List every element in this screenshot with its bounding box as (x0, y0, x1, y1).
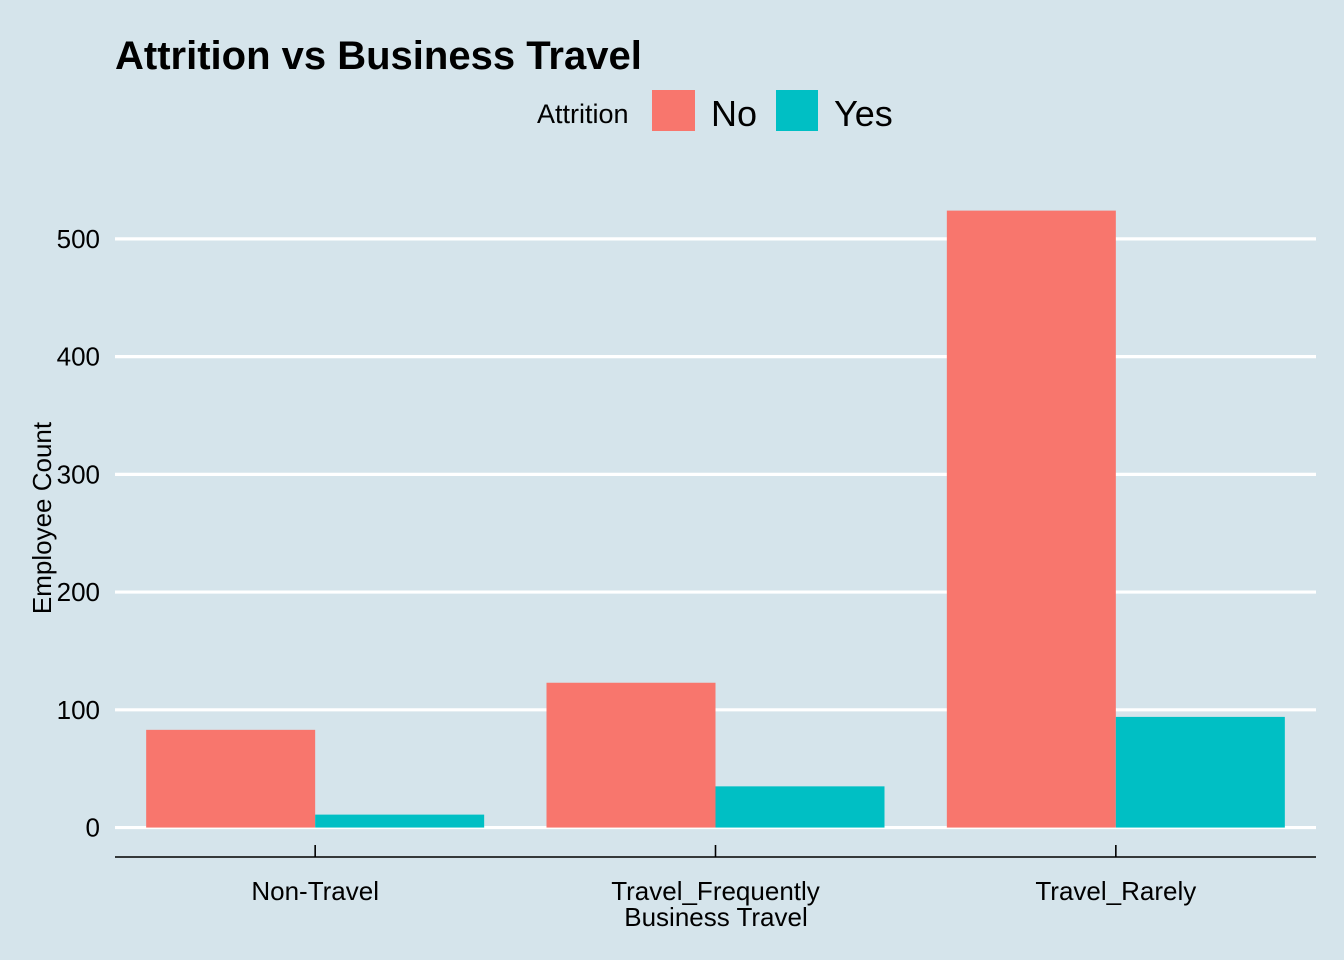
y-tick-label-300: 300 (57, 459, 100, 489)
bar-Non-Travel-No (146, 729, 316, 828)
y-tick-label-100: 100 (57, 695, 100, 725)
bar-Non-Travel-Yes (315, 814, 485, 828)
bar-Travel_Rarely-Yes (1115, 716, 1285, 828)
legend-label-no: No (711, 93, 757, 134)
legend-swatch-no (652, 90, 695, 131)
y-tick-label-400: 400 (57, 342, 100, 372)
gridlines (115, 237, 1316, 830)
bar-Travel_Frequently-No (546, 682, 716, 828)
y-axis-ticks: 0 100 200 300 400 500 (57, 224, 100, 843)
y-tick-label-500: 500 (57, 224, 100, 254)
x-axis-title: Business Travel (624, 902, 808, 932)
y-axis-title: Employee Count (27, 421, 57, 614)
x-tick-label-Non-Travel: Non-Travel (251, 876, 379, 906)
x-tick-label-Travel_Rarely: Travel_Rarely (1035, 876, 1196, 906)
legend-title: Attrition (537, 99, 629, 129)
x-tick-label-Travel_Frequently: Travel_Frequently (611, 876, 820, 906)
legend-label-yes: Yes (834, 93, 893, 134)
bars (146, 210, 1285, 828)
legend: Attrition No Yes (537, 90, 893, 134)
chart-title: Attrition vs Business Travel (115, 34, 642, 78)
y-tick-label-0: 0 (86, 813, 100, 843)
bar-Travel_Rarely-No (946, 210, 1116, 828)
y-tick-label-200: 200 (57, 577, 100, 607)
bar-Travel_Frequently-Yes (715, 786, 885, 828)
legend-swatch-yes (776, 90, 818, 131)
x-axis-ticks: Non-Travel Travel_Frequently Travel_Rarely (251, 845, 1196, 906)
